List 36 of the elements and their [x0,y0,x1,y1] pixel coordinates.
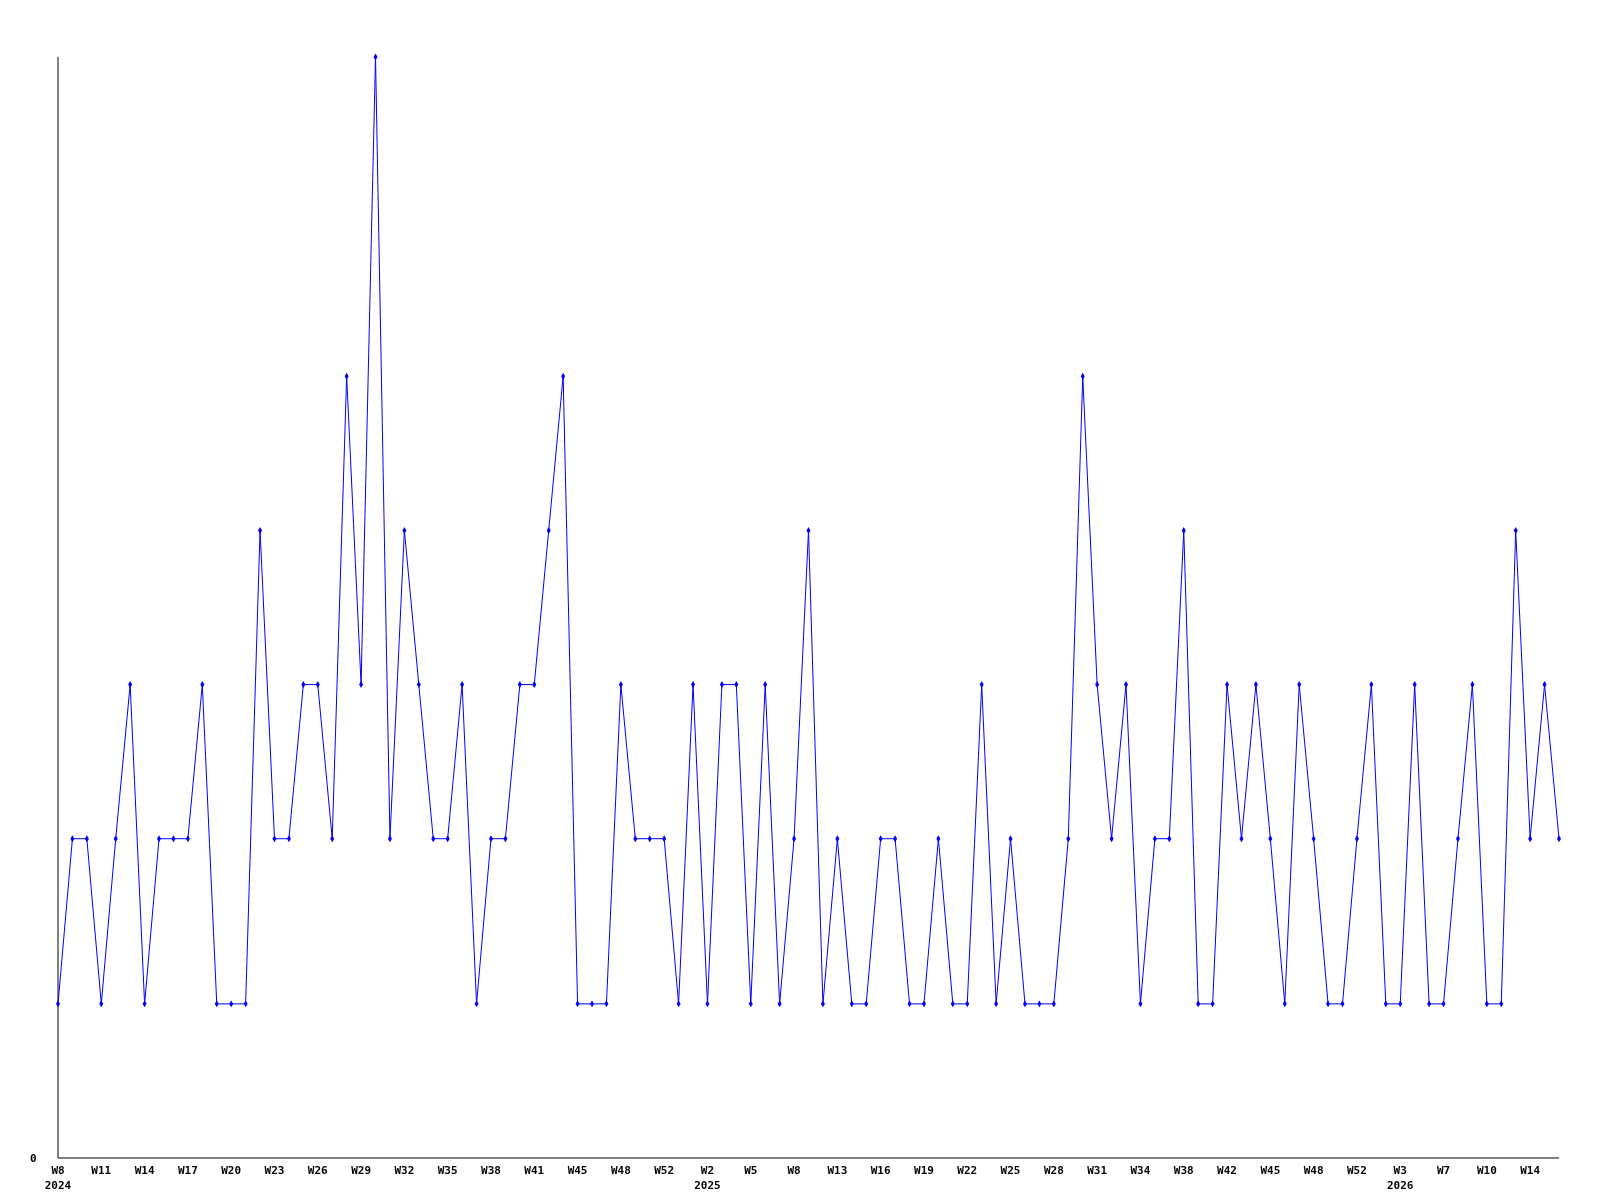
x-tick-label: W20 [221,1164,242,1177]
x-tick-label: W13 [827,1164,848,1177]
x-tick-label: W52 [1347,1164,1367,1177]
x-tick-label: W52 [654,1164,675,1177]
x-tick-label: W38 [481,1164,501,1177]
x-tick-label: W7 [1436,1164,1451,1177]
x-tick-label: W45 [567,1164,588,1177]
x-tick-label: W14 [134,1164,155,1177]
x-tick-label: W35 [437,1164,458,1177]
x-tick-label: W26 [307,1164,329,1177]
x-tick-label: W19 [914,1164,934,1177]
x-tick-label: W28 [1043,1164,1064,1177]
x-tick-label: W38 [1173,1164,1194,1177]
x-tick-label: W17 [177,1164,198,1177]
x-tick-label: W42 [1217,1164,1237,1177]
x-tick-label: W48 [610,1164,631,1177]
x-tick-label: W22 [957,1164,978,1177]
x-tick-label: W8 [787,1164,801,1177]
x-tick-label: W8 2024 [44,1164,72,1192]
x-tick-label: W10 [1476,1164,1497,1177]
x-tick-label: W48 [1303,1164,1324,1177]
x-tick-label: W31 [1087,1164,1108,1177]
x-tick-label: W23 [264,1164,285,1177]
x-tick-label: W41 [524,1164,545,1177]
x-tick-label: W45 [1260,1164,1281,1177]
x-tick-label: W34 [1130,1164,1151,1177]
x-tick-label: W2 2025 [694,1164,721,1192]
x-tick-label: W29 [351,1164,372,1177]
x-tick-label: W25 [1000,1164,1021,1177]
text: 0 [30,1152,37,1165]
x-tick-label: W16 [870,1164,891,1177]
x-tick-label: W3 2026 [1386,1164,1414,1192]
x-tick-label: W32 [394,1164,415,1177]
x-tick-label: W14 [1520,1164,1541,1177]
x-tick-label: W5 [744,1164,758,1177]
x-tick-label: W11 [91,1164,112,1177]
